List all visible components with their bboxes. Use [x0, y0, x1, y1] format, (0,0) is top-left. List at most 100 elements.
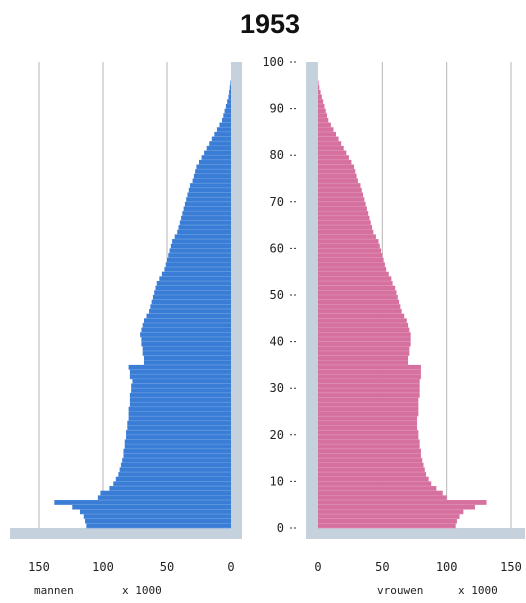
female-bar-age-55 — [318, 267, 387, 272]
male-bar-age-51 — [155, 285, 231, 291]
male-bar-age-87 — [222, 117, 231, 123]
female-value-tick-100: 100 — [436, 560, 458, 574]
male-bar-age-50 — [154, 290, 231, 296]
age-tick-50: 50 — [270, 288, 284, 302]
female-bar-age-74 — [318, 178, 358, 184]
age-tick-100: 100 — [262, 55, 284, 69]
age-tick-10: 10 — [270, 474, 284, 488]
male-bar-age-20 — [126, 430, 231, 436]
female-bar-age-16 — [318, 448, 421, 454]
male-bar-age-2 — [83, 514, 231, 519]
male-bar-age-46 — [149, 308, 231, 314]
male-axis-bar — [231, 62, 242, 538]
female-bar-age-95 — [318, 80, 319, 86]
female-bar-age-83 — [318, 136, 339, 142]
female-bar-age-13 — [318, 462, 424, 468]
female-bar-age-49 — [318, 295, 398, 300]
female-bar-age-24 — [318, 411, 419, 417]
male-bar-age-28 — [129, 392, 231, 398]
age-tick-70: 70 — [270, 195, 284, 209]
male-bar-age-47 — [150, 304, 231, 310]
female-bar-age-27 — [318, 397, 419, 403]
female-bar-age-93 — [318, 89, 321, 95]
female-bar-age-77 — [318, 164, 355, 170]
male-bar-age-43 — [142, 322, 231, 328]
female-bar-age-92 — [318, 94, 322, 100]
male-bar-age-94 — [229, 85, 231, 91]
female-value-tick-50: 50 — [375, 560, 389, 574]
female-bar-age-61 — [318, 239, 379, 245]
female-bar-age-32 — [318, 374, 421, 380]
value-tick-labels: 150 150 100 100 50 50 0 0 — [28, 560, 522, 574]
female-value-tick-0: 0 — [314, 560, 321, 574]
male-bar-age-27 — [129, 397, 231, 403]
male-bar-age-88 — [223, 113, 231, 119]
female-bar-age-58 — [318, 253, 383, 259]
female-bar-age-47 — [318, 304, 401, 310]
male-bar-age-42 — [141, 327, 231, 333]
female-bar-age-71 — [318, 192, 364, 198]
male-bar-age-38 — [142, 346, 231, 352]
female-bar-age-76 — [318, 169, 356, 175]
female-bar-age-38 — [318, 346, 410, 352]
male-bar-age-17 — [124, 444, 231, 450]
male-bar-age-32 — [129, 374, 231, 380]
male-bar-age-82 — [209, 141, 231, 147]
male-bar-age-53 — [159, 276, 231, 282]
female-bar-age-65 — [318, 220, 371, 226]
female-bar-age-78 — [318, 159, 352, 165]
female-bar-age-7 — [318, 490, 443, 496]
male-bar-age-86 — [219, 122, 231, 128]
male-bar-age-59 — [169, 248, 231, 254]
male-bar-age-57 — [167, 257, 231, 263]
female-bar-age-19 — [318, 434, 419, 440]
male-bar-age-71 — [187, 192, 231, 198]
male-bar-age-9 — [113, 481, 231, 487]
axis-frame — [10, 62, 525, 539]
female-bar-age-26 — [318, 402, 419, 408]
male-bar-age-72 — [188, 187, 231, 193]
male-bar-age-83 — [211, 136, 231, 142]
male-bar-age-45 — [146, 313, 231, 319]
female-bars — [318, 80, 487, 529]
male-bar-age-25 — [128, 406, 231, 412]
male-bar-age-12 — [119, 467, 231, 473]
male-baseline-bar — [10, 528, 242, 539]
female-bar-age-30 — [318, 383, 420, 389]
male-axis-label: mannen — [34, 584, 74, 597]
female-bar-age-44 — [318, 318, 407, 324]
female-bar-age-59 — [318, 248, 382, 254]
female-bar-age-42 — [318, 327, 410, 333]
female-bar-age-31 — [318, 378, 420, 384]
female-bar-age-67 — [318, 211, 369, 217]
female-bar-age-22 — [318, 420, 418, 426]
male-bar-age-5 — [54, 500, 231, 505]
female-bar-age-72 — [318, 187, 362, 193]
female-bar-age-75 — [318, 173, 357, 179]
male-bar-age-90 — [225, 103, 231, 109]
male-bar-age-11 — [118, 472, 231, 478]
male-bar-age-35 — [143, 360, 231, 366]
female-bar-age-28 — [318, 392, 420, 398]
female-bar-age-35 — [318, 360, 409, 366]
male-bar-age-4 — [72, 504, 231, 510]
male-value-tick-50: 50 — [160, 560, 174, 574]
female-bar-age-52 — [318, 281, 393, 286]
female-bar-age-68 — [318, 206, 367, 212]
female-bar-age-90 — [318, 103, 325, 109]
male-bar-age-18 — [124, 439, 231, 445]
female-bar-age-9 — [318, 481, 432, 487]
male-bar-age-23 — [128, 416, 231, 422]
female-bar-age-4 — [318, 504, 475, 510]
female-bar-age-43 — [318, 322, 409, 328]
female-bar-age-25 — [318, 406, 419, 412]
female-bar-age-63 — [318, 229, 374, 235]
female-bar-age-62 — [318, 234, 376, 240]
female-bar-age-48 — [318, 299, 400, 305]
female-bar-age-85 — [318, 127, 334, 133]
male-bar-age-77 — [196, 164, 231, 170]
age-tick-90: 90 — [270, 102, 284, 116]
male-bar-age-24 — [128, 411, 231, 417]
male-bar-age-56 — [165, 262, 231, 268]
